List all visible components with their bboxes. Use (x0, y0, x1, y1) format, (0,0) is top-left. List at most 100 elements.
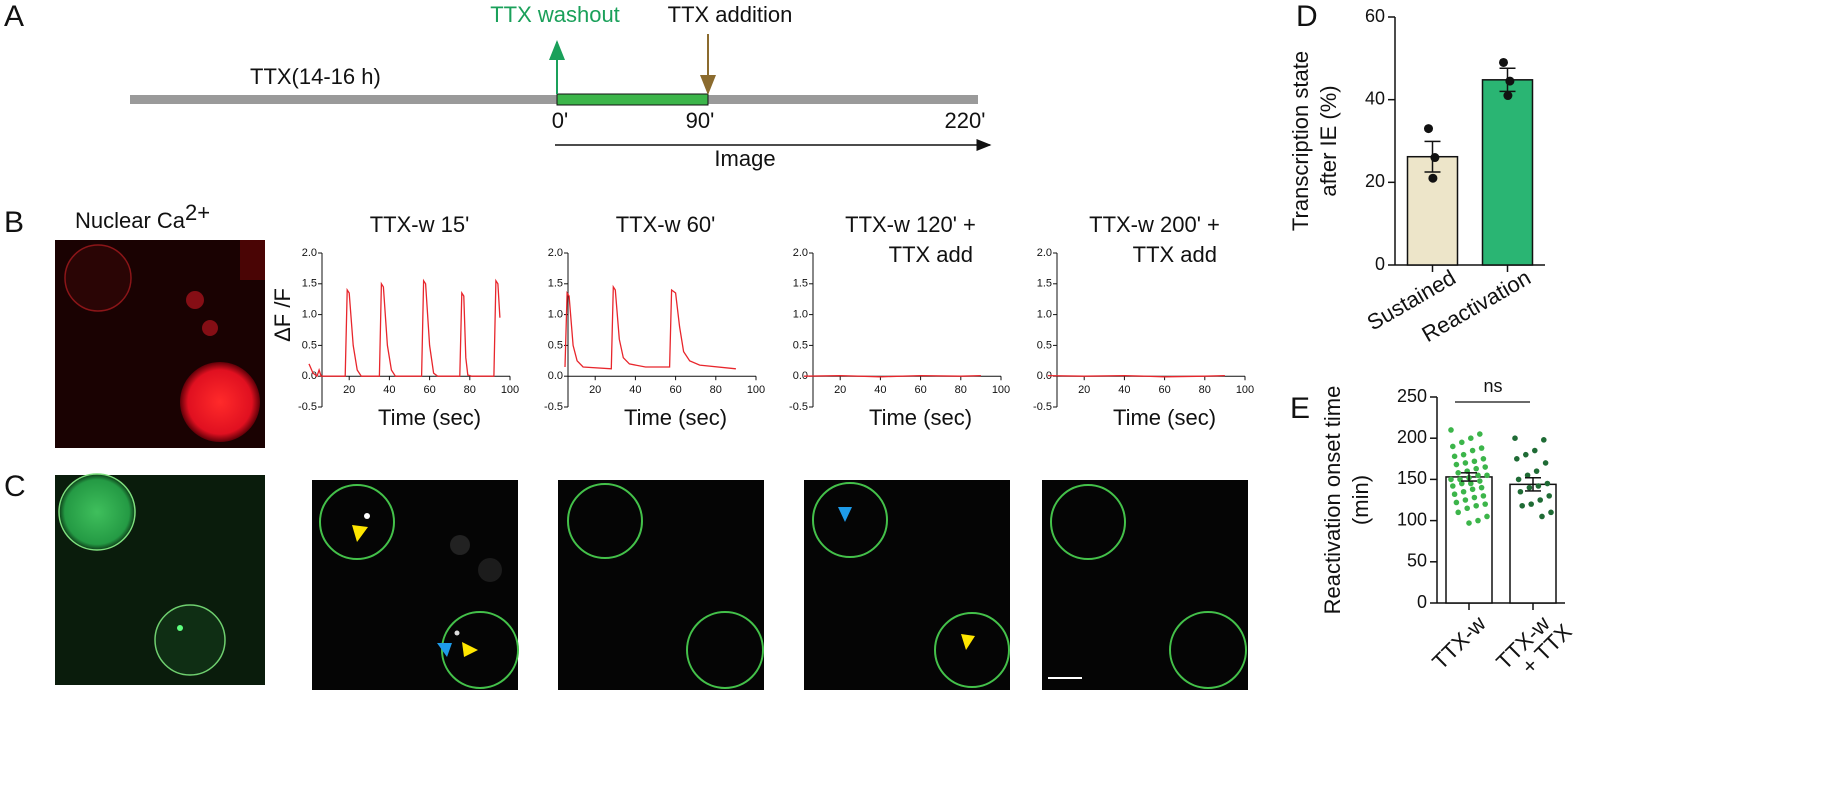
nucleus-outline (1169, 611, 1247, 689)
data-point (1471, 458, 1478, 465)
nucleus-outline (567, 483, 643, 559)
data-point (1424, 124, 1433, 134)
ms2-image (1042, 480, 1248, 690)
data-point (1544, 480, 1551, 487)
data-point (1468, 435, 1474, 442)
yellow-arrowhead (961, 634, 975, 650)
data-point (1523, 451, 1529, 458)
data-point (1539, 513, 1545, 520)
trace (308, 278, 501, 378)
data-point (1448, 476, 1454, 483)
bar (1481, 79, 1534, 266)
data-point (1548, 509, 1554, 516)
data-point (1459, 439, 1465, 446)
nucleus-outline (686, 611, 764, 689)
y-tick-label: 20 (1365, 171, 1385, 191)
y-tick-label: 2.0 (548, 247, 563, 259)
data-point (1459, 480, 1465, 487)
time-label: 220' (945, 108, 986, 133)
x-tick-label: 40 (1118, 384, 1130, 396)
data-point (1462, 497, 1469, 503)
trace (1047, 374, 1225, 378)
y-tick-label: 1.0 (302, 309, 317, 321)
x-tick-label: 100 (1236, 384, 1254, 396)
nucleus-signal (180, 362, 260, 442)
data-point (1526, 484, 1533, 491)
data-point (1519, 502, 1525, 509)
y-tick-label: 1.5 (1037, 278, 1052, 290)
x-tick-label: 80 (1199, 384, 1211, 396)
data-point (1460, 451, 1467, 458)
transcription-spot (364, 513, 370, 519)
panel-letter: D (1296, 0, 1318, 33)
y-tick-label: 2.0 (1037, 247, 1052, 259)
y-axis-label: Transcription state (1288, 51, 1313, 231)
y-tick-label: 1.5 (793, 278, 808, 290)
data-point (1455, 509, 1461, 516)
image-blob (202, 320, 218, 336)
chart-title: TTX-w 60' (616, 212, 716, 237)
data-point (1533, 468, 1540, 474)
chart-title: TTX add (889, 242, 973, 267)
data-point (1460, 488, 1467, 495)
data-point (1480, 456, 1487, 462)
x-axis-label: Time (sec) (624, 405, 727, 430)
x-axis-label: Time (sec) (378, 405, 481, 430)
data-point (1480, 493, 1487, 499)
ms2-image (558, 480, 764, 690)
data-point (1453, 499, 1460, 506)
transcription-spot (177, 625, 183, 631)
x-tick-label: 60 (669, 384, 681, 396)
data-point (1477, 478, 1483, 484)
data-point (1546, 493, 1552, 499)
data-point (1478, 445, 1485, 451)
data-point (1451, 453, 1458, 460)
pretreat-label: TTX(14-16 h) (250, 64, 381, 89)
chart-title: TTX-w 15' (370, 212, 470, 237)
y-tick-label: 0.0 (793, 370, 808, 382)
chart-title: TTX add (1133, 242, 1217, 267)
y-tick-label: 1.0 (793, 309, 808, 321)
nucleus-outline (58, 473, 136, 551)
ms2-image (312, 480, 518, 690)
trace (803, 374, 981, 378)
x-tick-label: 40 (629, 384, 641, 396)
data-point (1473, 502, 1479, 509)
x-tick-label: 40 (383, 384, 395, 396)
ms2-image (804, 480, 1010, 690)
data-point (1428, 173, 1438, 183)
data-point (1473, 465, 1479, 472)
y-axis-label: after IE (%) (1316, 85, 1341, 196)
data-point (1468, 480, 1474, 487)
y-tick-label: 150 (1397, 468, 1427, 488)
x-tick-label: 20 (1078, 384, 1090, 396)
data-point (1477, 431, 1483, 437)
y-tick-label: -0.5 (1033, 401, 1052, 413)
data-point (1535, 483, 1542, 489)
y-tick-label: 0.5 (1037, 339, 1052, 351)
y-tick-label: 0.5 (793, 339, 808, 351)
data-point (1499, 57, 1508, 67)
title-sup: 2+ (185, 200, 210, 225)
washout-label: TTX washout (490, 2, 620, 27)
data-point (1484, 472, 1490, 479)
x-tick-label: 20 (834, 384, 846, 396)
significance-label: ns (1483, 376, 1502, 396)
data-point (1482, 501, 1488, 507)
data-point (1450, 443, 1456, 450)
x-axis-label: Time (sec) (1113, 405, 1216, 430)
data-point (1478, 484, 1485, 491)
nucleus-outline (64, 244, 132, 312)
x-tick-label: 100 (501, 384, 519, 396)
data-point (1542, 460, 1549, 466)
y-tick-label: 0 (1375, 254, 1385, 274)
nucleus-outline (812, 482, 888, 558)
bar (1406, 155, 1459, 266)
time-label: 0' (552, 108, 568, 133)
image-blob (186, 291, 204, 309)
y-tick-label: 0 (1417, 592, 1427, 612)
blue-arrowhead (838, 507, 852, 522)
y-axis-label: Reactivation onset time (1320, 386, 1345, 615)
transcription-spot (454, 630, 460, 636)
